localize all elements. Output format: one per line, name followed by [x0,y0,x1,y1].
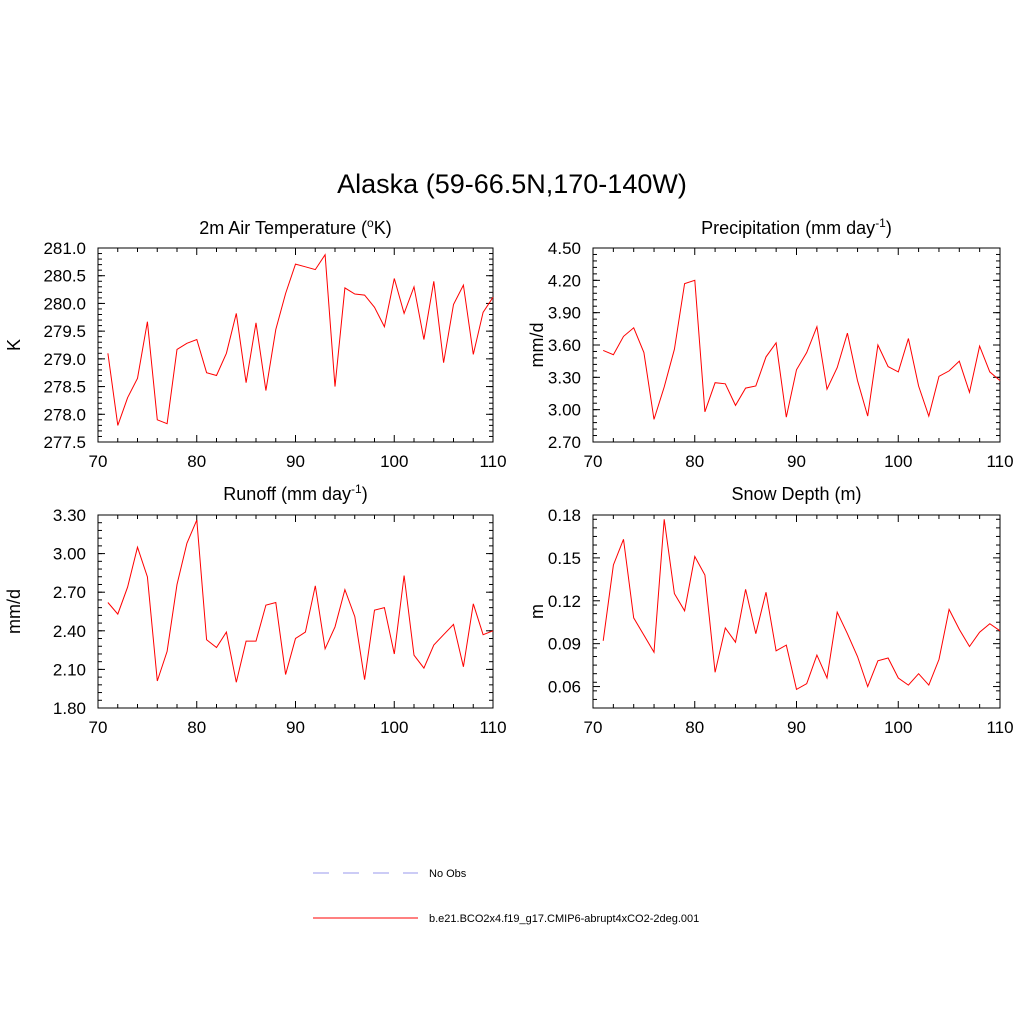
x-tick-label: 70 [584,452,603,471]
y-tick-label: 280.5 [43,267,86,286]
legend: No Obs b.e21.BCO2x4.f19_g17.CMIP6-abrupt4… [313,868,699,925]
series-line [107,519,494,683]
x-tick-label: 100 [380,452,408,471]
y-axis-label: m [527,604,547,619]
chart-panel-snow: Snow Depth (m) 70 80 90 100 110 0.06 0.09 0.12 0.… [527,484,1014,737]
y-tick-label: 2.40 [53,622,86,641]
y-tick-label: 2.70 [53,583,86,602]
y-tick-label: 2.10 [53,660,86,679]
x-tick-label: 70 [584,718,603,737]
plot-frame [97,247,494,443]
chart-panel-precip: Precipitation (mm day-1) 70 80 90 100 110 2.70… [527,216,1014,471]
y-tick-label: 279.0 [43,350,86,369]
x-tick-label: 90 [286,718,305,737]
y-tick-label: 3.00 [548,401,581,420]
x-tick-label: 80 [187,452,206,471]
x-tick-label: 90 [286,452,305,471]
x-tick-label: 100 [380,718,408,737]
x-tick-label: 100 [884,718,912,737]
x-tick-label: 80 [685,452,704,471]
series-line [602,519,1001,691]
chart-panel-runoff: Runoff (mm day-1) 70 80 90 100 110 1.80 2.10 2.4… [4,482,507,737]
y-tick-label: 1.80 [53,699,86,718]
legend-label: No Obs [429,868,467,880]
y-tick-label: 0.18 [548,506,581,525]
y-tick-label: 3.00 [53,545,86,564]
x-tick-label: 90 [787,718,806,737]
chart-panel-temp: 2m Air Temperature (oK) 70 80 90 100 110 277.5… [4,216,507,471]
y-tick-label: 0.15 [548,549,581,568]
y-tick-label: 278.5 [43,378,86,397]
y-tick-label: 279.5 [43,322,86,341]
y-tick-label: 0.12 [548,592,581,611]
y-tick-label: 280.0 [43,294,86,313]
panel-title: 2m Air Temperature (oK) [199,216,391,238]
x-tick-label: 80 [685,718,704,737]
x-tick-label: 110 [986,718,1013,737]
x-tick-label: 70 [89,718,108,737]
y-tick-label: 278.0 [43,405,86,424]
y-axis-label: K [4,339,24,351]
y-tick-label: 3.30 [548,368,581,387]
figure-title: Alaska (59-66.5N,170-140W) [337,169,687,199]
y-tick-label: 0.09 [548,635,581,654]
x-tick-label: 100 [884,452,912,471]
plot-frame [592,247,1001,443]
x-tick-label: 90 [787,452,806,471]
y-tick-label: 0.06 [548,678,581,697]
y-axis-label: mm/d [4,589,24,634]
y-tick-label: 3.30 [53,506,86,525]
y-tick-label: 3.90 [548,304,581,323]
y-tick-label: 3.60 [548,336,581,355]
x-tick-label: 80 [187,718,206,737]
legend-label: b.e21.BCO2x4.f19_g17.CMIP6-abrupt4xCO2-2… [429,913,699,925]
x-tick-label: 110 [479,452,506,471]
plot-frame [592,514,1001,709]
series-line [603,279,1001,420]
y-tick-label: 277.5 [43,433,86,452]
series-line [107,253,494,426]
chart-panels: 2m Air Temperature (oK) 70 80 90 100 110 277.5… [4,216,1014,737]
y-tick-label: 281.0 [43,239,86,258]
panel-title: Precipitation (mm day-1) [701,216,892,238]
y-axis-label: mm/d [527,323,547,368]
y-tick-label: 2.70 [548,433,581,452]
x-tick-label: 70 [89,452,108,471]
panel-title: Runoff (mm day-1) [223,482,367,504]
x-tick-label: 110 [479,718,506,737]
y-tick-label: 4.50 [548,239,581,258]
x-tick-label: 110 [986,452,1013,471]
panel-title: Snow Depth (m) [731,484,861,504]
y-tick-label: 4.20 [548,271,581,290]
